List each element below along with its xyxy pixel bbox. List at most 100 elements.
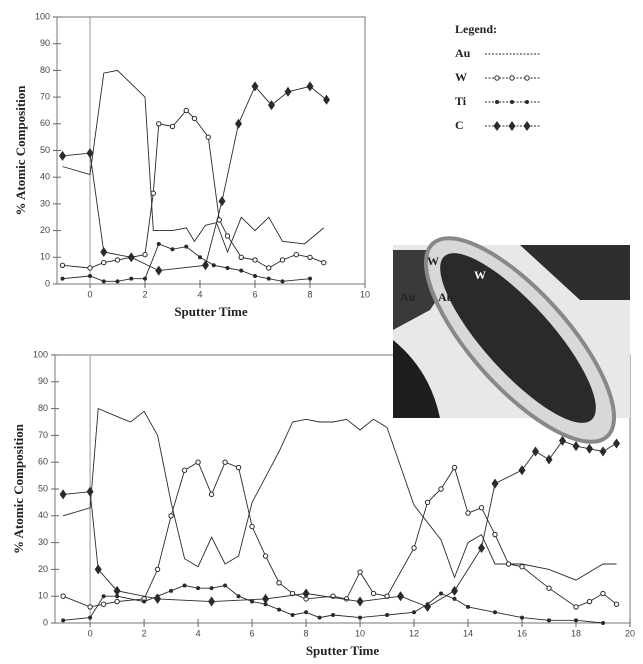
y-tick-label: 40 — [38, 510, 48, 520]
data-point — [59, 262, 66, 269]
legend-label: Au — [455, 46, 471, 60]
y-tick-label: 40 — [40, 172, 50, 182]
legend-marker — [494, 75, 500, 81]
data-point — [268, 100, 275, 111]
data-point — [546, 585, 552, 591]
x-tick-label: 20 — [625, 628, 635, 638]
data-point — [306, 81, 314, 92]
legend-marker — [510, 100, 514, 104]
legend-marker — [509, 75, 515, 81]
data-point — [113, 585, 121, 596]
data-point — [250, 599, 255, 604]
data-point — [412, 610, 417, 615]
data-point — [249, 523, 255, 530]
data-point — [451, 585, 459, 596]
data-point — [196, 586, 201, 591]
data-point — [154, 593, 162, 604]
y-tick-label: 20 — [38, 564, 48, 574]
y-tick-label: 60 — [40, 118, 50, 128]
data-point — [290, 612, 295, 617]
y-tick-label: 10 — [40, 252, 50, 262]
data-point — [60, 276, 65, 281]
legend-marker — [525, 100, 529, 104]
micrograph-dark-region — [520, 245, 630, 300]
x-axis-label: Sputter Time — [174, 304, 248, 319]
data-point — [559, 435, 567, 446]
data-point — [143, 276, 147, 281]
data-point — [547, 618, 552, 623]
data-point — [184, 244, 189, 249]
data-point — [87, 265, 93, 271]
micrograph: W W Au Au — [393, 236, 630, 444]
x-tick-label: 4 — [197, 289, 202, 299]
y-axis-label: % Atomic Composition — [13, 85, 28, 216]
micrograph-label: Au — [438, 290, 454, 304]
data-point — [94, 564, 102, 575]
legend-label: Ti — [455, 94, 467, 108]
micrograph-label: Au — [400, 290, 416, 304]
series-line — [62, 85, 327, 272]
data-point — [304, 610, 309, 615]
data-point — [452, 596, 457, 601]
data-point — [142, 599, 147, 604]
data-point — [532, 446, 540, 457]
y-tick-label: 70 — [40, 91, 50, 101]
data-point — [182, 583, 187, 588]
data-point — [114, 257, 121, 263]
data-point — [284, 86, 292, 97]
bottom-chart: 0 10 20 30 40 50 60 70 80 90 100 0 2 4 6 8 10 12 14 16 18 20 S… — [11, 349, 635, 658]
legend-label: W — [455, 70, 467, 84]
x-tick-label: 14 — [463, 628, 473, 638]
data-point — [235, 118, 242, 129]
data-point — [262, 593, 270, 604]
data-point — [191, 115, 198, 122]
data-point — [209, 586, 214, 591]
y-tick-label: 0 — [43, 617, 48, 627]
data-point — [599, 446, 607, 457]
top-chart: 0 10 20 30 40 50 60 70 80 90 100 0 2 4 6 8 10 Sputter Tim… — [13, 11, 540, 319]
data-point — [279, 257, 286, 263]
data-point — [168, 513, 174, 519]
data-point — [293, 251, 299, 258]
legend-marker — [523, 121, 531, 131]
data-point — [574, 618, 579, 623]
data-point — [154, 566, 161, 573]
x-tick-label: 8 — [307, 289, 312, 299]
data-point — [439, 591, 444, 596]
data-point — [545, 454, 553, 465]
data-point — [266, 265, 272, 271]
data-point — [155, 265, 163, 276]
data-point — [520, 615, 525, 620]
y-tick-label: 90 — [40, 38, 50, 48]
data-point — [142, 251, 148, 258]
data-point — [253, 273, 257, 278]
data-point — [411, 545, 417, 551]
data-point — [236, 594, 241, 599]
data-point — [208, 491, 215, 498]
data-point — [613, 438, 621, 449]
data-point — [169, 588, 174, 593]
x-tick-label: 2 — [142, 628, 147, 638]
x-tick-label: 8 — [304, 628, 309, 638]
data-point — [222, 459, 228, 465]
legend-marker — [524, 75, 530, 81]
data-point — [331, 612, 336, 617]
y-tick-label: 20 — [40, 225, 50, 235]
x-tick-label: 10 — [360, 289, 370, 299]
y-tick-label: 50 — [38, 483, 48, 493]
data-point — [156, 121, 162, 127]
y-tick-label: 80 — [38, 403, 48, 413]
data-point — [385, 612, 390, 617]
y-tick-label: 100 — [33, 349, 48, 359]
data-point — [302, 588, 310, 599]
series-line — [62, 69, 325, 254]
y-axis-label: % Atomic Composition — [11, 423, 26, 554]
y-tick-label: 30 — [38, 537, 48, 547]
micrograph-label: W — [474, 268, 486, 282]
series-line — [62, 109, 324, 269]
y-tick-label: 10 — [38, 591, 48, 601]
micrograph-dark-region — [393, 340, 440, 418]
data-point — [451, 464, 458, 471]
data-point — [61, 618, 66, 623]
